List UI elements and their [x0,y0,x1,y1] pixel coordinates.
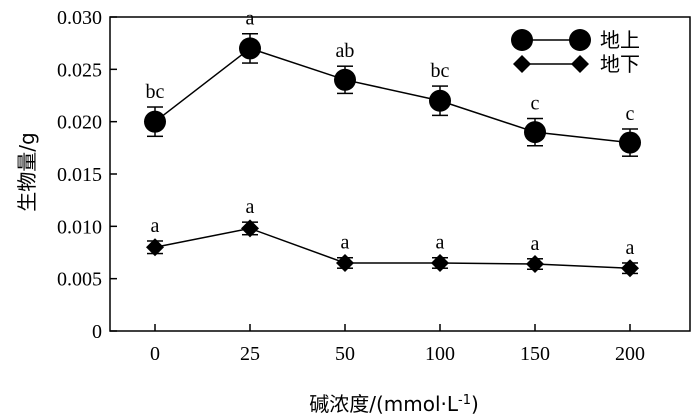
circle-marker [334,68,356,91]
x-axis-title: 碱浓度/(mmol·L-1) [309,392,479,416]
x-tick-label: 150 [520,343,550,365]
error-bars [147,32,638,275]
series-line-1 [154,47,631,144]
y-tick-label: 0.030 [57,7,102,29]
diamond-marker [336,253,354,272]
tick-labels: 0 0.005 0.010 0.015 0.020 0.025 0.030 0 25 50 100 1… [57,7,645,365]
significance-label: a [246,196,255,218]
x-tick-label: 0 [150,343,160,365]
y-tick-label: 0 [92,321,102,343]
y-tick-label: 0.025 [57,59,102,81]
x-axis-title-main: 碱浓度/(mmol·L [309,392,459,416]
axes [109,16,691,332]
legend-label-2: 地下 [600,52,640,76]
significance-label: c [626,103,635,125]
series-markers [144,37,641,278]
diamond-marker [241,219,259,238]
significance-label: a [626,237,635,259]
y-tick-label: 0.020 [57,112,102,134]
significance-label: a [151,215,160,237]
x-axis-title-sup: -1 [458,393,471,408]
y-axis-title: 生物量/g [15,132,39,211]
circle-marker [144,110,166,133]
diamond-marker [526,255,544,274]
circle-marker [429,89,451,112]
significance-label: c [531,93,540,115]
diamond-marker [513,55,531,73]
x-tick-label: 50 [335,343,355,365]
diamond-marker [621,259,639,278]
x-tick-label: 25 [240,343,260,365]
circle-marker [511,29,533,51]
diamond-marker [571,55,589,73]
y-tick-label: 0.015 [57,164,102,186]
significance-label: bc [431,60,450,82]
significance-label: ab [336,40,355,62]
y-tick-label: 0.005 [57,269,102,291]
circle-marker [619,131,641,154]
series-line-2 [154,227,631,269]
significance-label: a [531,233,540,255]
significance-label: a [341,232,350,254]
significance-label: a [436,232,445,254]
series-lines [154,47,631,269]
legend-label-1: 地上 [600,28,640,52]
significance-label: a [246,8,255,30]
y-tick-label: 0.010 [57,216,102,238]
circle-marker [569,29,591,51]
significance-label: bc [146,81,165,103]
circle-marker [239,37,261,60]
x-tick-label: 200 [615,343,645,365]
x-axis-title-tail: ) [471,392,479,416]
significance-labels: bc a ab bc c c a a a a a a [146,8,635,259]
x-tick-label: 100 [425,343,455,365]
diamond-marker [431,253,449,272]
diamond-marker [146,238,164,257]
circle-marker [524,121,546,144]
